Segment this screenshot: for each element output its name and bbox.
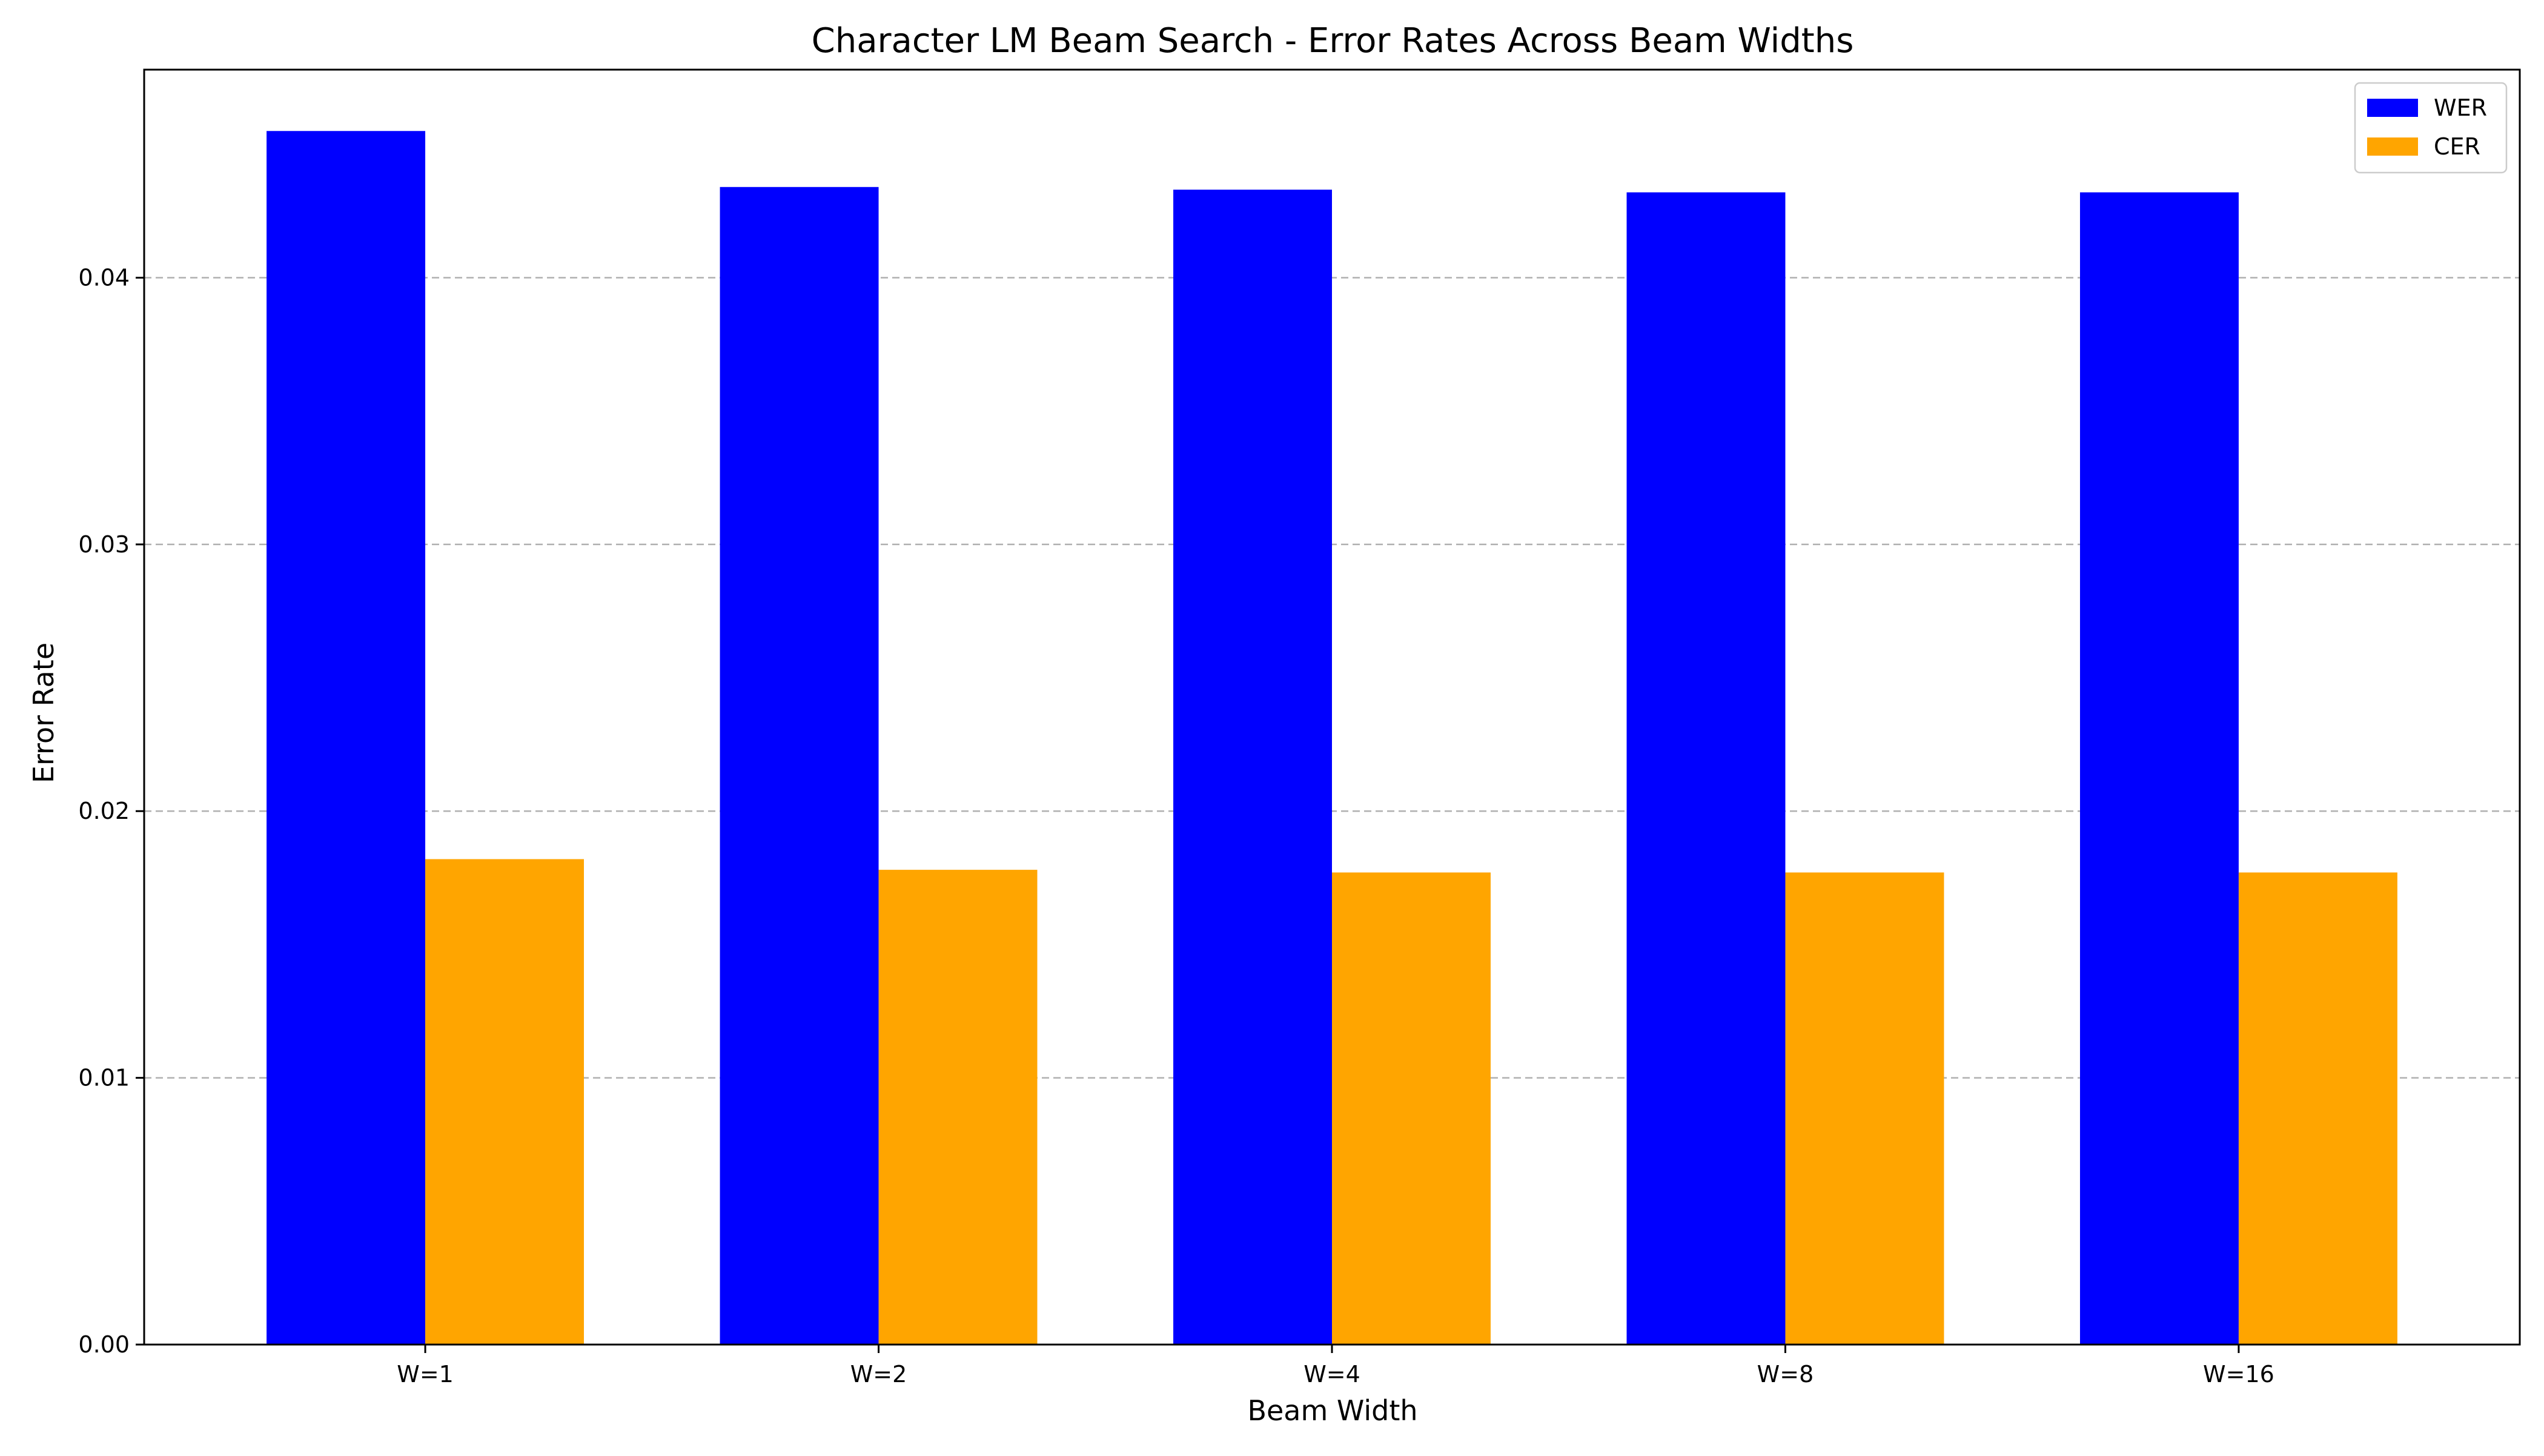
bar-cer-w2[interactable] bbox=[878, 870, 1038, 1345]
x-tick-label: W=8 bbox=[1757, 1361, 1814, 1388]
y-tick-label: 0.02 bbox=[78, 798, 130, 824]
legend-swatch-cer bbox=[2367, 137, 2418, 156]
x-tick-label: W=1 bbox=[397, 1361, 454, 1388]
tick-labels: 0.00 0.01 0.02 0.03 0.04 W=1 W=2 W=4 W=8 W=16 bbox=[78, 264, 2274, 1388]
bar-wer-w1[interactable] bbox=[267, 131, 426, 1345]
y-tick-label: 0.03 bbox=[78, 531, 130, 558]
bar-cer-w1[interactable] bbox=[425, 859, 585, 1345]
axes bbox=[136, 68, 2521, 1353]
bar-wer-w4[interactable] bbox=[1173, 190, 1332, 1345]
bar-wer-w8[interactable] bbox=[1626, 192, 1786, 1345]
bars bbox=[267, 131, 2397, 1345]
legend-swatch-wer bbox=[2367, 99, 2418, 117]
bar-cer-w4[interactable] bbox=[1332, 872, 1491, 1345]
y-tick-label: 0.01 bbox=[78, 1065, 130, 1091]
x-axis-label: Beam Width bbox=[1247, 1394, 1417, 1427]
x-tick-label: W=16 bbox=[2203, 1361, 2274, 1388]
y-axis-label: Error Rate bbox=[27, 643, 60, 783]
x-tick-label: W=2 bbox=[850, 1361, 907, 1388]
y-tick-label: 0.00 bbox=[78, 1331, 130, 1358]
bar-wer-w2[interactable] bbox=[720, 187, 879, 1345]
bar-cer-w16[interactable] bbox=[2238, 872, 2397, 1345]
y-tick-label: 0.04 bbox=[78, 264, 130, 291]
chart-title: Character LM Beam Search - Error Rates A… bbox=[812, 21, 1854, 61]
legend-label-wer: WER bbox=[2434, 94, 2487, 121]
bar-cer-w8[interactable] bbox=[1785, 872, 1944, 1345]
legend[interactable]: WER CER bbox=[2354, 82, 2508, 174]
x-tick-label: W=4 bbox=[1303, 1361, 1360, 1388]
legend-label-cer: CER bbox=[2434, 133, 2480, 160]
bar-wer-w16[interactable] bbox=[2079, 192, 2239, 1345]
